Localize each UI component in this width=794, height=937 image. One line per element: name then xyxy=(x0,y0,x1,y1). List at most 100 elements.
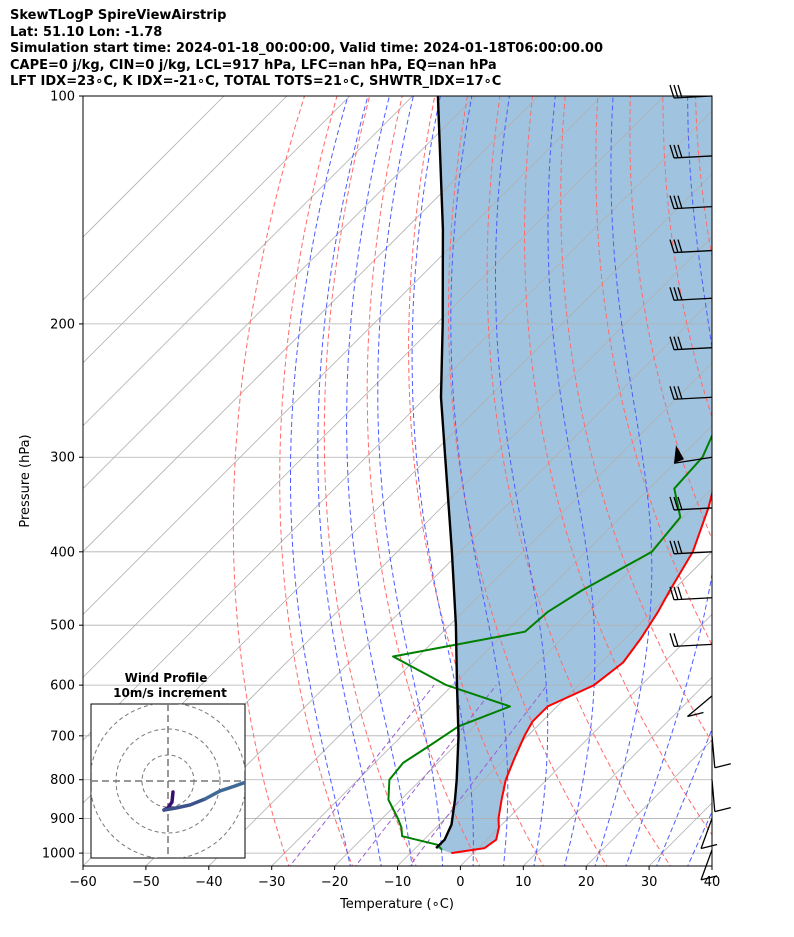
chart-header: SkewTLogP SpireViewAirstrip Lat: 51.10 L… xyxy=(10,8,603,91)
y-tick-label: 800 xyxy=(50,773,75,788)
hodograph-trace xyxy=(162,797,207,812)
y-tick-label: 1000 xyxy=(42,847,75,862)
temperature-line xyxy=(451,489,712,855)
moist-adiabat xyxy=(625,96,712,866)
wind-barb xyxy=(711,779,731,813)
barb-feather xyxy=(669,540,675,555)
barb-feather xyxy=(677,287,683,301)
parcel-line xyxy=(435,96,460,849)
wind-barbs xyxy=(669,84,731,881)
isotherm xyxy=(83,96,665,678)
moist-adiabat xyxy=(317,96,382,866)
dry-adiabat xyxy=(560,96,712,744)
barb-staff xyxy=(673,597,713,601)
isotherm xyxy=(83,96,288,301)
barb-feather xyxy=(669,84,675,99)
barb-feather xyxy=(677,195,683,209)
wind-barb xyxy=(669,84,713,99)
y-tick-label: 400 xyxy=(50,545,75,560)
dry-adiabat xyxy=(595,96,712,646)
barb-feather xyxy=(673,336,679,350)
dry-adiabat xyxy=(523,96,712,836)
wind-barb xyxy=(669,540,713,555)
x-tick-label: 10 xyxy=(515,875,532,890)
barb-feather xyxy=(673,84,679,99)
barb-flag xyxy=(687,711,704,718)
y-tick-label: 900 xyxy=(50,812,75,827)
barb-staff xyxy=(673,347,713,351)
isotherm xyxy=(523,676,712,866)
chart-title: SkewTLogP SpireViewAirstrip xyxy=(10,8,227,23)
wind-barb xyxy=(669,239,713,254)
barb-feather xyxy=(669,195,675,209)
wind-barb xyxy=(711,735,731,769)
moist-adiabat xyxy=(656,727,712,866)
barb-feather xyxy=(673,496,679,511)
x-tick-label: −20 xyxy=(321,875,348,890)
index-line: LFT IDX=23∘C, K IDX=-21∘C, TOTAL TOTS=21… xyxy=(10,74,502,90)
isotherm xyxy=(397,550,712,866)
wind-barb xyxy=(700,818,718,850)
barb-feather xyxy=(669,336,675,350)
moist-adiabat xyxy=(687,810,712,866)
moist-adiabat xyxy=(594,96,653,866)
barb-feather xyxy=(673,144,679,159)
barb-staff xyxy=(673,551,713,555)
moist-adiabat xyxy=(450,96,509,866)
isotherm xyxy=(83,96,413,427)
x-tick-label: 20 xyxy=(578,875,595,890)
x-tick-label: 0 xyxy=(456,875,464,890)
time-line: Simulation start time: 2024-01-18_00:00:… xyxy=(10,41,603,57)
moist-adiabat xyxy=(411,96,474,866)
wind-barb xyxy=(669,386,713,400)
x-tick-label: −10 xyxy=(384,875,411,890)
parcel-area-fill xyxy=(436,96,712,854)
x-tick-label: −40 xyxy=(195,875,222,890)
hodograph-trace xyxy=(203,780,245,801)
barb-feather xyxy=(669,586,675,600)
moist-adiabat xyxy=(346,96,413,866)
mixing-ratio-line xyxy=(354,684,497,866)
barb-feather xyxy=(669,287,675,301)
y-tick-label: 100 xyxy=(50,90,75,105)
barb-feather xyxy=(677,84,683,99)
barb-feather xyxy=(677,586,683,600)
barb-staff xyxy=(673,205,713,210)
mixing-ratio-line xyxy=(408,684,548,866)
barb-feather xyxy=(669,633,675,647)
barb-feather xyxy=(673,239,679,253)
moist-adiabat xyxy=(377,96,444,866)
y-axis-label: Pressure (hPa) xyxy=(18,434,33,527)
moist-adiabat xyxy=(290,96,351,866)
barb-staff xyxy=(673,396,713,400)
barb-feather xyxy=(673,633,679,647)
dry-adiabat xyxy=(366,96,481,866)
barb-staff xyxy=(700,849,713,881)
barb-flag xyxy=(700,875,718,881)
x-tick-label: 30 xyxy=(641,875,658,890)
y-tick-label: 500 xyxy=(50,619,75,634)
wind-barb xyxy=(669,195,713,210)
isotherm xyxy=(711,865,712,866)
barb-feather xyxy=(669,386,675,400)
dry-adiabat xyxy=(761,96,794,869)
moist-adiabat xyxy=(495,96,549,866)
x-tick-label: −30 xyxy=(258,875,285,890)
dry-adiabat xyxy=(662,96,712,419)
dry-adiabat xyxy=(232,96,305,866)
barb-feather xyxy=(673,540,679,555)
isotherm xyxy=(83,96,476,490)
wind-profile-inset: Wind Profile 10m/s increment xyxy=(90,671,246,859)
isotherm xyxy=(83,96,539,553)
isotherm xyxy=(775,96,794,866)
barb-feather xyxy=(669,239,675,253)
wind-barb xyxy=(669,336,713,351)
isotherm xyxy=(83,110,712,741)
dry-adiabat xyxy=(448,96,608,866)
mixing-ratio-line xyxy=(289,684,435,866)
barb-feather xyxy=(677,386,683,400)
isotherm xyxy=(208,362,712,866)
barb-staff xyxy=(673,249,713,254)
y-tick-label: 300 xyxy=(50,451,75,466)
